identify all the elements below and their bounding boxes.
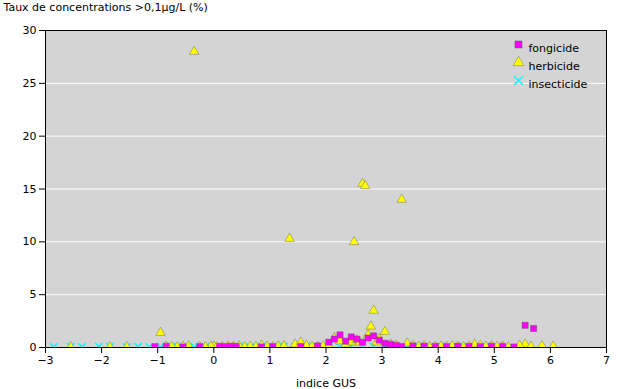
svg-text:30: 30: [23, 24, 37, 37]
svg-text:7: 7: [603, 354, 610, 367]
svg-text:herbicide: herbicide: [529, 60, 580, 73]
svg-text:insecticide: insecticide: [529, 78, 588, 91]
svg-text:20: 20: [23, 130, 37, 143]
svg-text:10: 10: [23, 235, 37, 248]
svg-text:25: 25: [23, 77, 37, 90]
svg-text:fongicide: fongicide: [529, 42, 580, 55]
svg-text:0: 0: [30, 341, 37, 354]
svg-text:5: 5: [30, 288, 37, 301]
svg-text:0: 0: [210, 354, 217, 367]
svg-text:−2: −2: [93, 354, 109, 367]
svg-text:−1: −1: [150, 354, 166, 367]
svg-text:6: 6: [547, 354, 554, 367]
svg-text:3: 3: [379, 354, 386, 367]
svg-text:15: 15: [23, 183, 37, 196]
svg-text:indice GUS: indice GUS: [296, 377, 356, 389]
svg-text:4: 4: [435, 354, 442, 367]
svg-text:−3: −3: [37, 354, 53, 367]
svg-text:1: 1: [266, 354, 273, 367]
svg-text:Taux de concentrations >0,1µg/: Taux de concentrations >0,1µg/L (%): [3, 1, 208, 14]
svg-text:5: 5: [491, 354, 498, 367]
svg-text:2: 2: [323, 354, 330, 367]
